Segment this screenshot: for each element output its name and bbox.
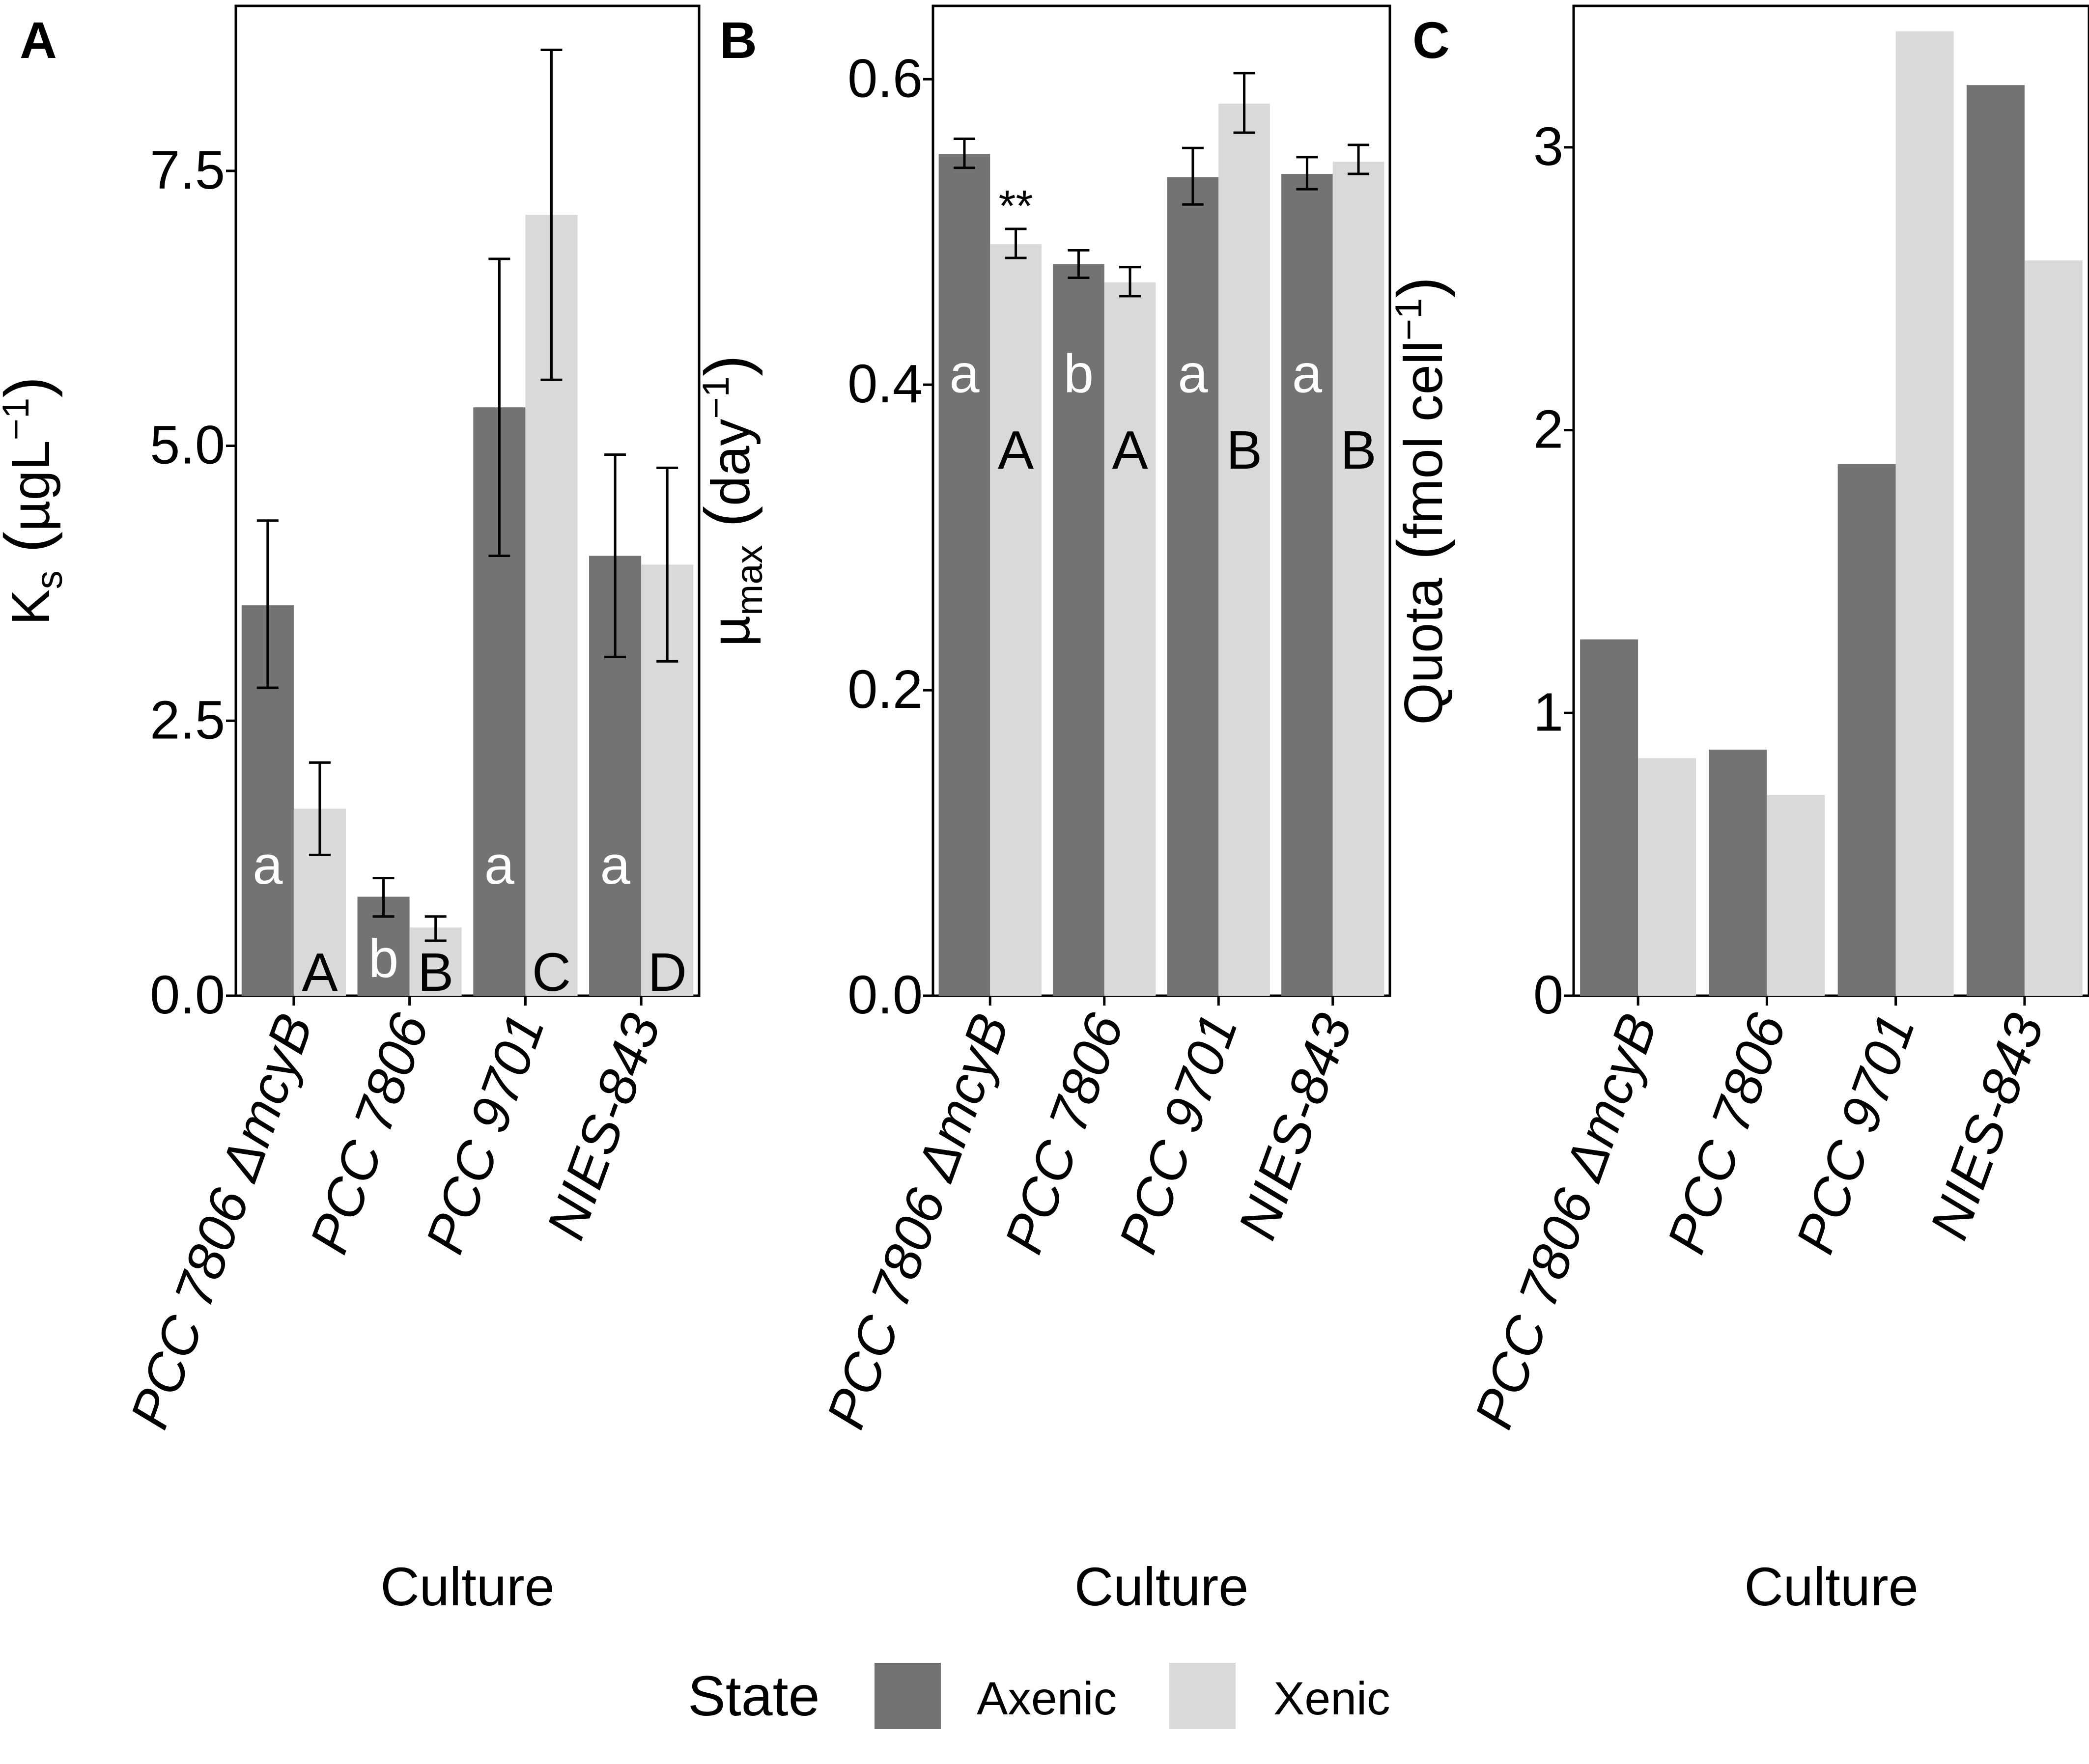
letter-xenic: B: [1226, 420, 1262, 480]
panel-letter: C: [1412, 12, 1450, 69]
legend-label: Axenic: [977, 1673, 1117, 1725]
panel-letter: B: [720, 12, 757, 69]
y-label-subscript: max: [729, 545, 770, 616]
bar-axenic: [938, 154, 990, 996]
bar-xenic: [1638, 758, 1696, 996]
y-tick-label: 7.5: [150, 140, 225, 200]
y-tick-label: 0.4: [847, 354, 923, 414]
x-tick-label: PCC 7806 ΔmcyB: [1463, 1006, 1669, 1436]
x-axis-label: Culture: [380, 1557, 555, 1617]
legend-swatch-axenic: [875, 1663, 941, 1729]
y-label-paren: ): [1384, 277, 1456, 298]
letter-xenic: B: [418, 942, 453, 1003]
y-label-superscript: −1: [1388, 298, 1430, 341]
bar-axenic: [1281, 174, 1333, 996]
x-tick-label: NIES-843: [1919, 1006, 2056, 1247]
bar-xenic: [1104, 282, 1156, 996]
y-label-paren: (: [0, 532, 63, 570]
plot-frame: [234, 4, 701, 997]
letter-xenic: B: [1340, 420, 1376, 480]
legend: State Axenic Xenic: [688, 1663, 1390, 1729]
y-label-subscript: s: [28, 570, 70, 589]
letter-axenic: b: [1064, 344, 1094, 404]
y-tick-label: 2: [1533, 399, 1563, 460]
x-tick-label: NIES-843: [1227, 1006, 1364, 1247]
bar-xenic: [1895, 31, 1954, 996]
y-tick-label: 0.6: [847, 48, 923, 109]
y-tick-label: 0.0: [847, 965, 923, 1025]
y-axis-label: Quota (fmol cell−1): [1384, 277, 1456, 725]
y-label-superscript: −1: [0, 398, 37, 441]
panel-letter: A: [20, 12, 57, 69]
bar-axenic: [1966, 85, 2025, 996]
y-tick-label: 1: [1533, 682, 1563, 742]
y-label-unit: fmol cell: [1393, 340, 1454, 538]
letter-xenic: A: [1112, 420, 1148, 480]
y-label-main: µ: [701, 616, 761, 646]
bar-axenic: [1053, 264, 1104, 996]
x-tick-label: PCC 9701: [1784, 1006, 1926, 1261]
bar-xenic: [1767, 795, 1825, 996]
y-tick-label: 0.0: [150, 965, 225, 1025]
y-tick-label: 0: [1533, 965, 1563, 1025]
letter-xenic: D: [648, 942, 686, 1003]
y-axis-label: µmax (day−1): [691, 355, 770, 647]
x-axis-label: Culture: [1074, 1557, 1249, 1617]
letter-axenic: a: [1178, 344, 1208, 404]
legend-title: State: [688, 1665, 820, 1728]
legend-label: Xenic: [1273, 1673, 1390, 1725]
bar-axenic: [1580, 639, 1638, 996]
letter-xenic: C: [532, 942, 571, 1003]
plot-frame: [1572, 4, 2089, 997]
plot-frame: [932, 4, 1391, 997]
bar-xenic: [1332, 162, 1384, 996]
letter-axenic: b: [368, 928, 398, 989]
y-label-main: Quota: [1393, 577, 1454, 725]
x-tick-label: PCC 7806: [298, 1006, 440, 1261]
letter-xenic: A: [302, 942, 338, 1003]
x-tick-label: NIES-843: [535, 1006, 672, 1247]
letter-axenic: a: [600, 835, 630, 896]
y-label-paren: (: [691, 506, 763, 545]
y-label-paren: ): [691, 355, 763, 376]
x-tick-label: PCC 7806 ΔmcyB: [119, 1006, 325, 1436]
bar-axenic: [1709, 750, 1767, 996]
panel-B: B 0.0 0.2 0.4 0.6 µmax (day−1) PCC 7806 ΔmcyB a…: [691, 4, 1391, 1617]
y-tick-label: 2.5: [150, 690, 225, 750]
y-label-unit: µgL: [0, 440, 61, 532]
x-tick-label: PCC 7806 ΔmcyB: [815, 1006, 1021, 1436]
y-label-main: K: [0, 589, 61, 625]
x-tick-label: PCC 7806: [1656, 1006, 1798, 1261]
letter-axenic: a: [253, 835, 283, 896]
y-label-superscript: −1: [695, 376, 737, 419]
y-tick-label: 3: [1533, 116, 1563, 177]
bar-xenic: [990, 244, 1042, 996]
x-axis-label: Culture: [1744, 1557, 1919, 1617]
x-tick-label: PCC 9701: [414, 1006, 556, 1261]
bar-axenic: [1837, 464, 1896, 996]
bar-axenic: [1167, 177, 1219, 996]
legend-swatch-xenic: [1169, 1663, 1236, 1729]
y-tick-label: 5.0: [150, 415, 225, 476]
significance-marker: **: [999, 182, 1033, 231]
panel-A: A0.02.55.07.5Ks (µgL−1)PCC 7806 ΔmcyBaAP…: [0, 4, 701, 1617]
y-axis-label: Ks (µgL−1): [0, 376, 70, 625]
y-label-paren: ): [0, 376, 63, 397]
letter-axenic: a: [949, 344, 980, 404]
letter-axenic: a: [484, 835, 515, 896]
y-label-unit: day: [701, 419, 761, 506]
bar-xenic: [1218, 104, 1270, 996]
letter-xenic: A: [998, 420, 1034, 480]
y-label-paren: (: [1384, 539, 1456, 578]
letter-axenic: a: [1292, 344, 1323, 404]
y-tick-label: 0.2: [847, 659, 923, 720]
bar-xenic: [2024, 260, 2083, 996]
